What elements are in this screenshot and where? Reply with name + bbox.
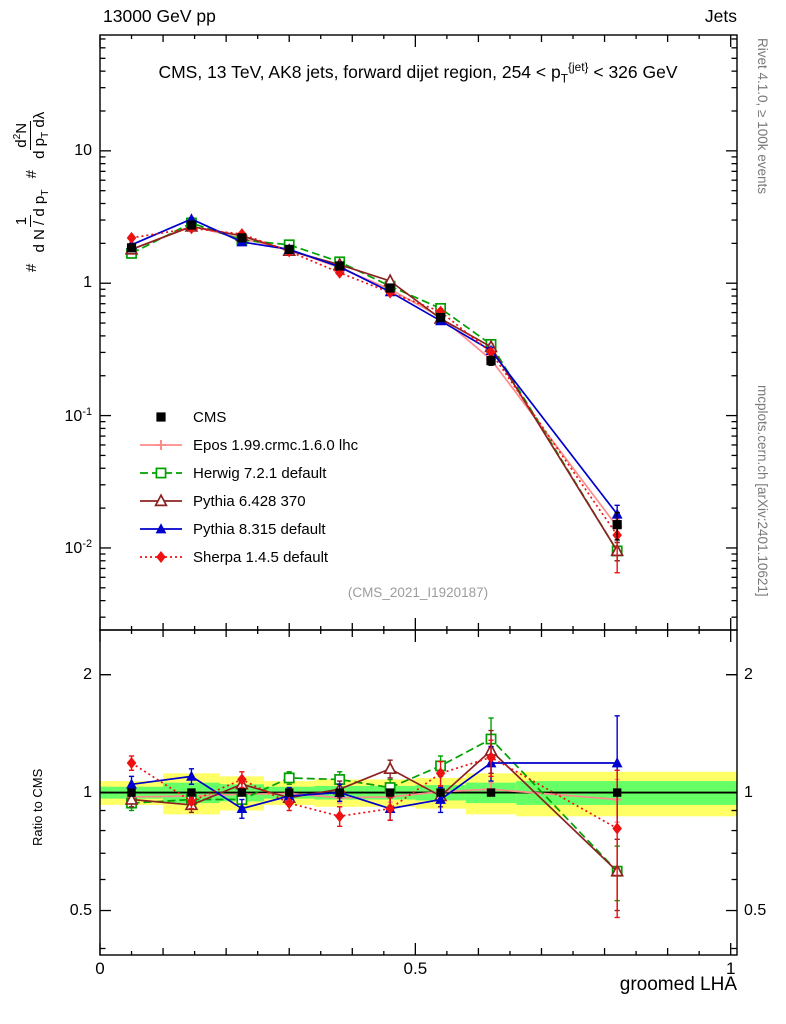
legend-item-cms: CMS <box>138 403 358 431</box>
main-y-tick-0.1: 10-1 <box>64 405 92 425</box>
main-y-tick-0.01: 10-2 <box>64 537 92 558</box>
ylabel-prefix-2: # <box>22 170 40 179</box>
legend-item-sherpa: Sherpa 1.4.5 default <box>138 543 358 571</box>
main-y-tick-10: 10 <box>74 141 92 159</box>
ylabel-fraction-1: 1 d N / d pT <box>12 189 51 253</box>
ratio-y-tick-right-0.5: 0.5 <box>744 901 767 919</box>
legend-label-sherpa: Sherpa 1.4.5 default <box>193 548 329 566</box>
ratio-y-tick-left-0.5: 0.5 <box>69 901 92 919</box>
legend-marker-epos-icon <box>140 440 182 450</box>
analysis-group-label: Jets <box>704 6 737 26</box>
series-cms-ratio <box>127 788 622 797</box>
legend-item-herwig: Herwig 7.2.1 default <box>138 459 358 487</box>
legend-item-pythia6: Pythia 6.428 370 <box>138 487 358 515</box>
legend: CMS Epos 1.99.crmc.1.6.0 lhc Herwig 7.2.1 … <box>138 403 358 571</box>
series-sherpa-ratio <box>126 739 622 919</box>
beam-energy-label: 13000 GeV pp <box>103 6 216 26</box>
main-y-axis-label: # 1 d N / d pT # d2N d pT dλ <box>12 105 52 272</box>
main-y-tick-1: 1 <box>83 274 92 292</box>
legend-marker-pythia6-icon <box>140 493 182 507</box>
legend-label-cms: CMS <box>193 408 227 426</box>
ratio-y-tick-left-1: 1 <box>83 783 92 801</box>
ylabel-fraction-2: d2N d pT dλ <box>12 111 52 159</box>
series-pythia6-ratio <box>124 729 624 912</box>
ylabel-prefix-1: # <box>22 263 40 272</box>
mcplots-arxiv-label: mcplots.cern.ch [arXiv:2401.10621] <box>755 385 770 597</box>
x-tick-1: 1 <box>725 959 736 978</box>
ratio-panel-frame <box>99 629 738 956</box>
analysis-id-watermark: (CMS_2021_I1920187) <box>347 585 489 600</box>
legend-marker-sherpa-icon <box>140 551 182 563</box>
x-tick-0.5: 0.5 <box>403 959 428 978</box>
series-cms-main <box>126 220 622 541</box>
legend-item-epos: Epos 1.99.crmc.1.6.0 lhc <box>138 431 358 459</box>
x-tick-0: 0 <box>95 959 105 978</box>
legend-marker-herwig-icon <box>140 467 182 479</box>
legend-marker-pythia8-icon <box>140 523 182 534</box>
legend-item-pythia8: Pythia 8.315 default <box>138 515 358 543</box>
legend-label-epos: Epos 1.99.crmc.1.6.0 lhc <box>193 436 359 454</box>
legend-label-pythia8: Pythia 8.315 default <box>193 520 326 538</box>
ratio-y-tick-right-1: 1 <box>744 783 753 801</box>
legend-marker-cms-icon <box>156 412 166 422</box>
ratio-y-tick-right-2: 2 <box>744 665 753 683</box>
plot-title: CMS, 13 TeV, AK8 jets, forward dijet reg… <box>158 60 678 86</box>
rivet-version-label: Rivet 4.1.0, ≥ 100k events <box>755 38 770 194</box>
x-axis-label: groomed LHA <box>619 974 737 995</box>
legend-label-pythia6: Pythia 6.428 370 <box>193 492 306 510</box>
legend-label-herwig: Herwig 7.2.1 default <box>193 464 327 482</box>
ratio-y-tick-left-2: 2 <box>83 665 92 683</box>
ratio-y-axis-label: Ratio to CMS <box>30 768 45 846</box>
